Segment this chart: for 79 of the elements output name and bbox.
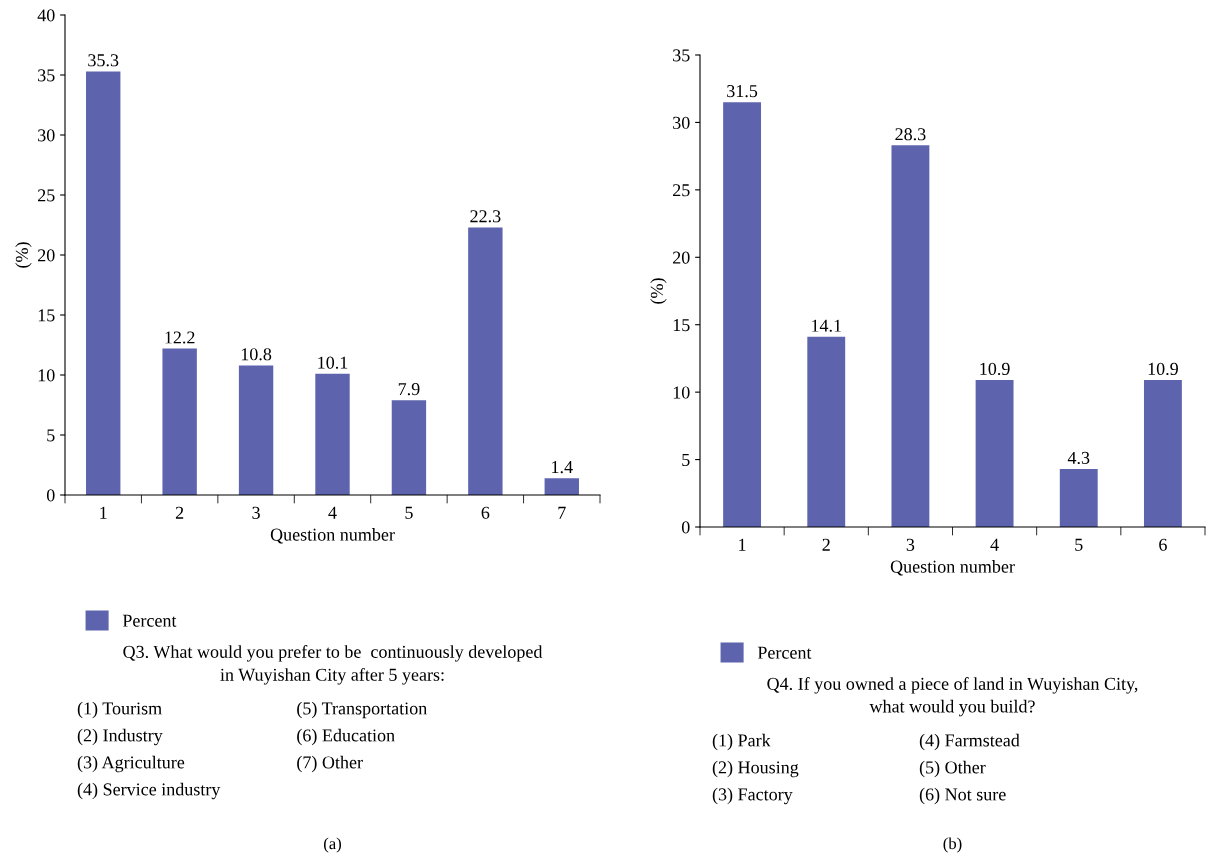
y-tick-label: 5 xyxy=(47,429,55,442)
y-tick-label: 20 xyxy=(673,251,690,264)
x-axis-title: Question number xyxy=(270,528,395,544)
y-tick-label: 30 xyxy=(673,116,690,129)
legend-label: Percent xyxy=(122,614,177,627)
bar xyxy=(162,348,197,495)
data-label: 35.3 xyxy=(88,54,119,67)
bar xyxy=(1059,469,1098,527)
bar xyxy=(391,400,427,495)
bar xyxy=(1143,380,1182,527)
text: (1) Park xyxy=(712,733,771,751)
data-label: 14.1 xyxy=(812,319,841,332)
y-tick-label: 40 xyxy=(37,9,55,22)
text: (5) Other xyxy=(919,760,986,778)
y-tick-label: 15 xyxy=(673,319,690,332)
x-tick-label: 5 xyxy=(405,506,413,519)
y-tick-label: 0 xyxy=(46,489,55,502)
y-tick-label: 5 xyxy=(682,454,690,467)
y-tick-label: 0 xyxy=(681,521,690,534)
y-tick-label: 15 xyxy=(38,309,55,322)
bar xyxy=(315,373,350,495)
x-tick-label: 5 xyxy=(1075,538,1083,551)
x-tick-label: 6 xyxy=(1159,538,1167,551)
text: (3) Agriculture xyxy=(77,755,185,773)
x-tick-label: 3 xyxy=(252,506,260,519)
x-tick-label: 6 xyxy=(481,506,490,519)
x-tick-label: 3 xyxy=(906,538,915,551)
x-tick-label: 4 xyxy=(990,538,999,551)
text: (6) Education xyxy=(297,728,395,746)
text: (2) Industry xyxy=(77,728,163,746)
data-label: 10.9 xyxy=(980,362,1010,376)
x-tick-label: 4 xyxy=(328,506,337,519)
data-label: 22.3 xyxy=(470,210,501,223)
bar xyxy=(975,380,1014,527)
bar xyxy=(86,71,121,495)
y-tick-label: 30 xyxy=(38,129,55,142)
bar xyxy=(723,102,762,527)
legend-label: Percent xyxy=(757,646,812,659)
x-tick-label: 2 xyxy=(175,506,184,519)
y-axis-title: (%) xyxy=(15,242,32,268)
data-label: 10.1 xyxy=(318,356,348,369)
y-tick-label: 25 xyxy=(38,189,55,202)
x-tick-label: 1 xyxy=(739,538,746,551)
data-label: 31.5 xyxy=(727,85,758,98)
data-label: 1.4 xyxy=(552,461,573,474)
x-tick-label: 2 xyxy=(822,538,830,551)
y-tick-label: 25 xyxy=(673,184,690,197)
bar xyxy=(468,227,503,495)
data-label: 12.2 xyxy=(165,331,195,344)
text: (1) Tourism xyxy=(77,701,162,719)
text: (b) xyxy=(943,837,962,853)
bar xyxy=(807,336,846,527)
text: (4) Farmstead xyxy=(919,733,1020,751)
bar xyxy=(238,365,274,495)
x-axis-title: Question number xyxy=(890,560,1015,576)
text: (3) Factory xyxy=(712,787,793,805)
bar xyxy=(544,478,579,495)
text: (5) Transportation xyxy=(297,701,427,719)
x-tick-label: 1 xyxy=(100,506,107,519)
text: (4) Service industry xyxy=(77,782,221,800)
y-tick-label: 35 xyxy=(38,69,55,82)
data-label: 4.3 xyxy=(1067,451,1090,465)
y-tick-label: 10 xyxy=(38,369,55,382)
y-tick-label: 10 xyxy=(673,386,690,399)
text: (7) Other xyxy=(297,755,363,773)
bar xyxy=(891,145,930,527)
y-tick-label: 35 xyxy=(673,49,690,62)
data-label: 7.9 xyxy=(398,383,420,396)
text: (2) Housing xyxy=(712,760,799,778)
data-label: 10.8 xyxy=(241,348,272,361)
y-tick-label: 20 xyxy=(38,249,55,262)
y-axis-title: (%) xyxy=(650,278,667,304)
data-label: 10.9 xyxy=(1148,362,1178,376)
text: Q3. What would you prefer to be continuously developed in Wuyishan City after 5 years: xyxy=(123,645,543,685)
data-label: 28.3 xyxy=(895,128,926,141)
text: Q4. If you owned a piece of land in Wuyishan City, what would you build? xyxy=(767,677,1138,717)
text: (a) xyxy=(323,837,342,853)
x-tick-label: 7 xyxy=(558,506,566,519)
text: (6) Not sure xyxy=(919,787,1006,805)
